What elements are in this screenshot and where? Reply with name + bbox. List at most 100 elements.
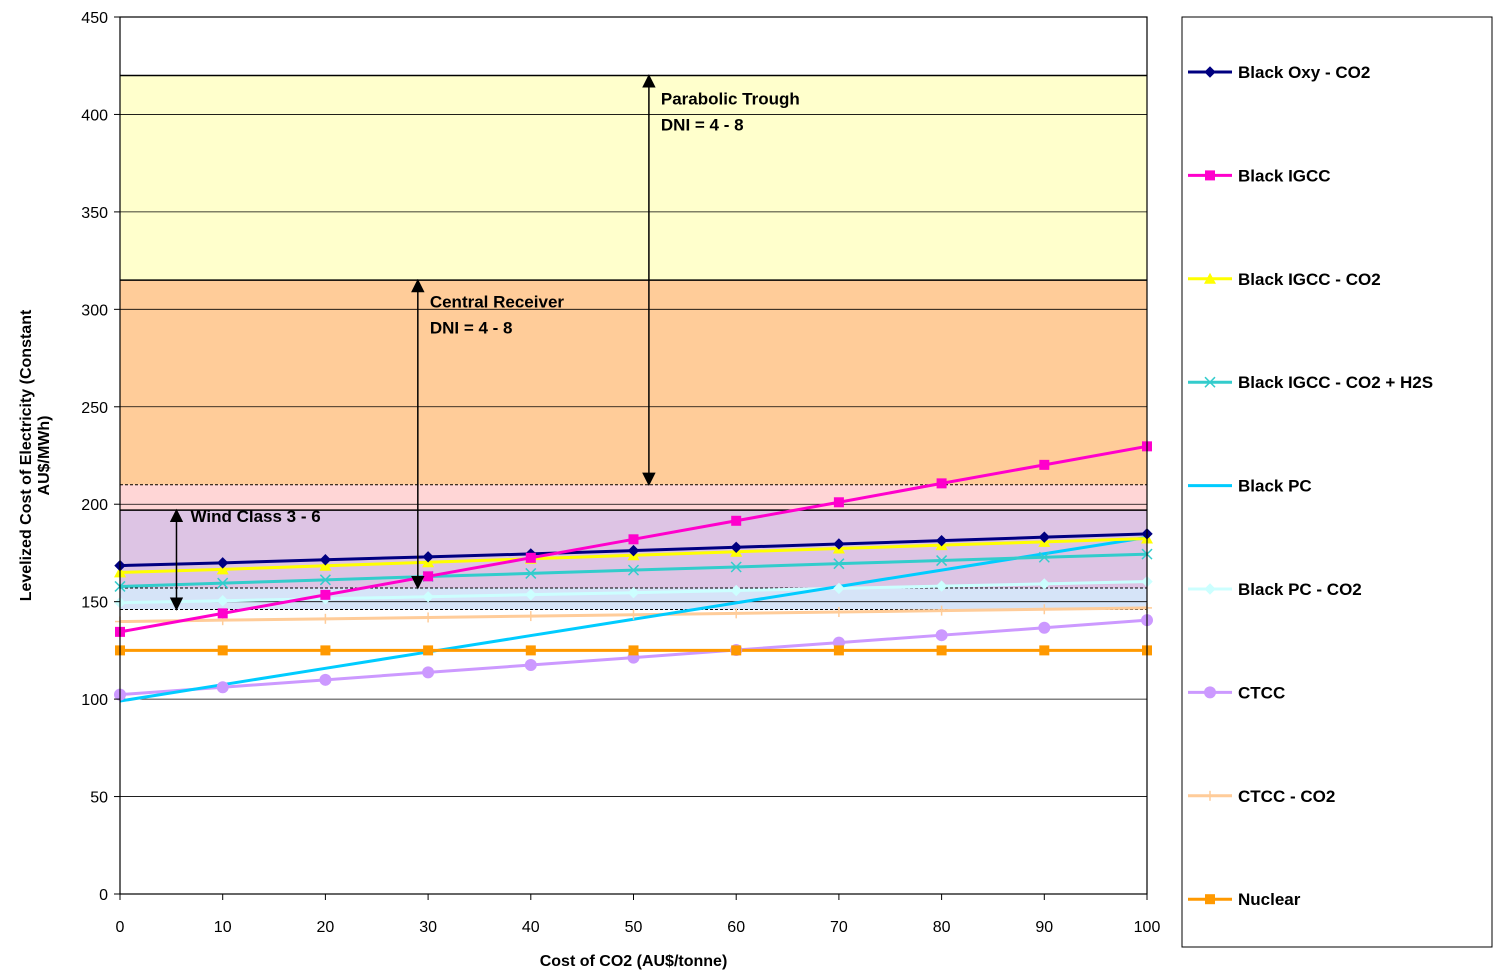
data-point	[423, 645, 434, 656]
x-tick-label: 60	[727, 919, 745, 936]
y-tick-label: 400	[81, 107, 108, 124]
legend-label: Black PC	[1238, 477, 1312, 496]
legend-entry: Nuclear	[1188, 890, 1301, 909]
y-tick-label: 150	[81, 595, 108, 612]
data-point	[1205, 170, 1215, 181]
data-point	[730, 561, 742, 573]
data-point	[1204, 376, 1216, 388]
band-label: Parabolic Trough	[661, 90, 800, 109]
data-point	[319, 673, 332, 686]
data-point	[628, 534, 639, 545]
data-point	[216, 563, 229, 575]
data-point	[936, 478, 947, 489]
bands-layer	[120, 74, 1147, 610]
data-point	[525, 567, 537, 579]
legend-entry: Black Oxy - CO2	[1188, 63, 1370, 82]
data-point	[1039, 459, 1050, 470]
data-point	[1038, 531, 1051, 543]
data-point	[525, 611, 536, 622]
legend-entry: Black IGCC - CO2 + H2S	[1188, 373, 1433, 392]
y-tick-label: 300	[81, 302, 108, 319]
data-point	[216, 594, 229, 607]
legend-label: Black PC - CO2	[1238, 580, 1362, 599]
data-point	[1038, 551, 1050, 563]
data-point	[1039, 645, 1050, 656]
legend-entry: CTCC	[1188, 683, 1285, 702]
data-point	[1204, 272, 1216, 284]
data-point	[1038, 578, 1051, 590]
legend-entry: Black IGCC	[1188, 166, 1331, 185]
data-point	[935, 629, 948, 642]
legend-label: Black IGCC	[1238, 166, 1331, 185]
band-label: DNI = 4 - 8	[661, 116, 744, 135]
x-tick-label: 40	[522, 919, 540, 936]
markers-layer	[114, 441, 1153, 701]
band-overlap-trough-receiver	[120, 484, 1147, 511]
data-point	[731, 645, 742, 656]
data-point	[833, 645, 844, 656]
data-point	[936, 645, 947, 656]
x-tick-label: 20	[317, 919, 335, 936]
data-point	[1205, 894, 1215, 905]
x-tick-label: 30	[419, 919, 437, 936]
data-point	[216, 557, 229, 569]
tick-labels: 0 50 100 150 200 250 300 350 400 450 0 10 20 30 40 50 60…	[81, 10, 1160, 936]
x-tick-label: 10	[214, 919, 232, 936]
x-tick-label: 50	[625, 919, 643, 936]
data-point	[1039, 604, 1050, 615]
data-point	[627, 564, 640, 576]
data-point	[731, 608, 742, 619]
y-tick-label: 200	[81, 497, 108, 514]
data-point	[1204, 583, 1216, 595]
legend-label: Nuclear	[1238, 890, 1301, 909]
data-point	[627, 544, 640, 557]
y-axis-title-line-2: AU$/MWh)	[36, 416, 53, 496]
data-point	[524, 659, 537, 672]
x-tick-label: 0	[116, 919, 125, 936]
y-tick-label: 0	[99, 887, 108, 904]
band-label: DNI = 4 - 8	[430, 318, 513, 337]
data-point	[730, 541, 742, 553]
legend: Black Oxy - CO2 Black IGCC Black IGCC - CO…	[1181, 16, 1493, 948]
y-axis-title-line-1: Levelized Cost of Electricity (Constant	[18, 309, 35, 601]
x-tick-label: 80	[933, 919, 951, 936]
data-point	[319, 574, 331, 586]
band-label: Wind Class 3 - 6	[190, 507, 320, 526]
data-point	[833, 558, 845, 570]
legend-entry: Black PC	[1188, 477, 1312, 496]
data-point	[422, 591, 434, 603]
data-point	[627, 586, 640, 599]
data-point	[730, 584, 742, 597]
data-point	[423, 612, 434, 623]
y-tick-label: 250	[81, 400, 108, 417]
data-point	[217, 577, 229, 589]
data-point	[320, 645, 331, 656]
y-tick-label: 350	[81, 205, 108, 222]
data-point	[935, 534, 948, 547]
data-point	[422, 551, 434, 563]
data-point	[936, 605, 947, 616]
data-point	[423, 571, 434, 582]
annotations-layer: Parabolic Trough DNI = 4 - 8 Central Recei…	[169, 74, 800, 611]
axes	[114, 16, 1148, 900]
legend-label: Black IGCC - CO2	[1238, 270, 1381, 289]
data-point	[217, 608, 228, 619]
band-label: Central Receiver	[430, 292, 565, 311]
data-point	[935, 580, 948, 592]
y-tick-label: 450	[81, 10, 108, 27]
data-point	[320, 613, 331, 624]
x-axis-title: Cost of CO2 (AU$/tonne)	[540, 953, 728, 970]
x-tick-label: 90	[1035, 919, 1053, 936]
data-point	[422, 666, 435, 679]
legend-entry: Black IGCC - CO2	[1188, 270, 1381, 289]
data-point	[216, 681, 229, 694]
y-tick-label: 50	[90, 790, 108, 807]
data-point	[833, 538, 845, 550]
band-wind-class	[120, 588, 1147, 610]
y-tick-label: 100	[81, 692, 108, 709]
data-point	[1038, 621, 1051, 634]
legend-label: CTCC	[1238, 683, 1285, 702]
x-tick-label: 100	[1134, 919, 1161, 936]
x-tick-label: 70	[830, 919, 848, 936]
